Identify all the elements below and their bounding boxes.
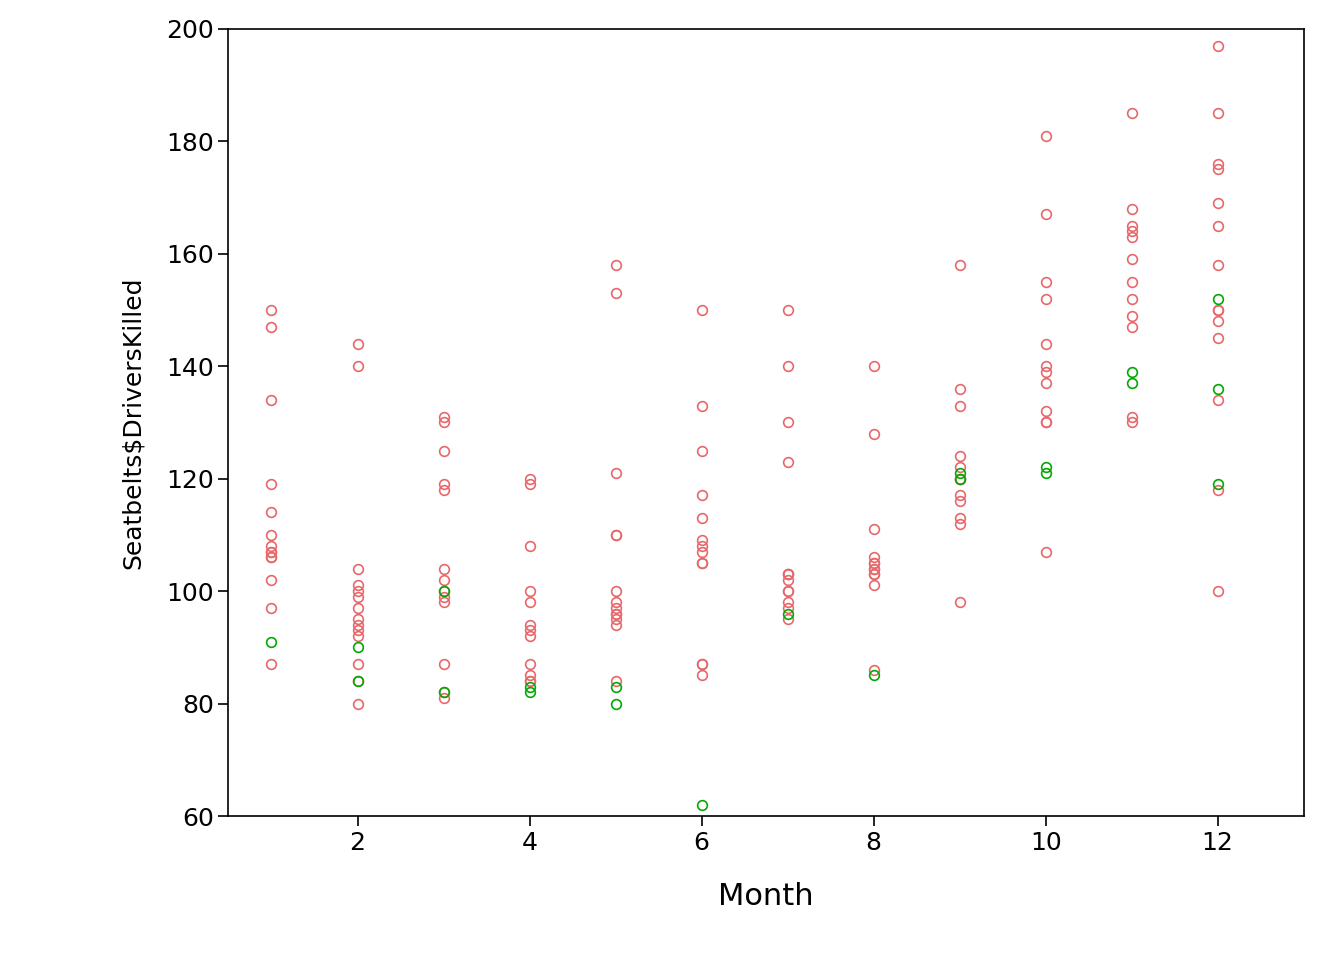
Y-axis label: Seatbelts$DriversKilled: Seatbelts$DriversKilled (121, 276, 145, 568)
X-axis label: Month: Month (718, 882, 814, 911)
